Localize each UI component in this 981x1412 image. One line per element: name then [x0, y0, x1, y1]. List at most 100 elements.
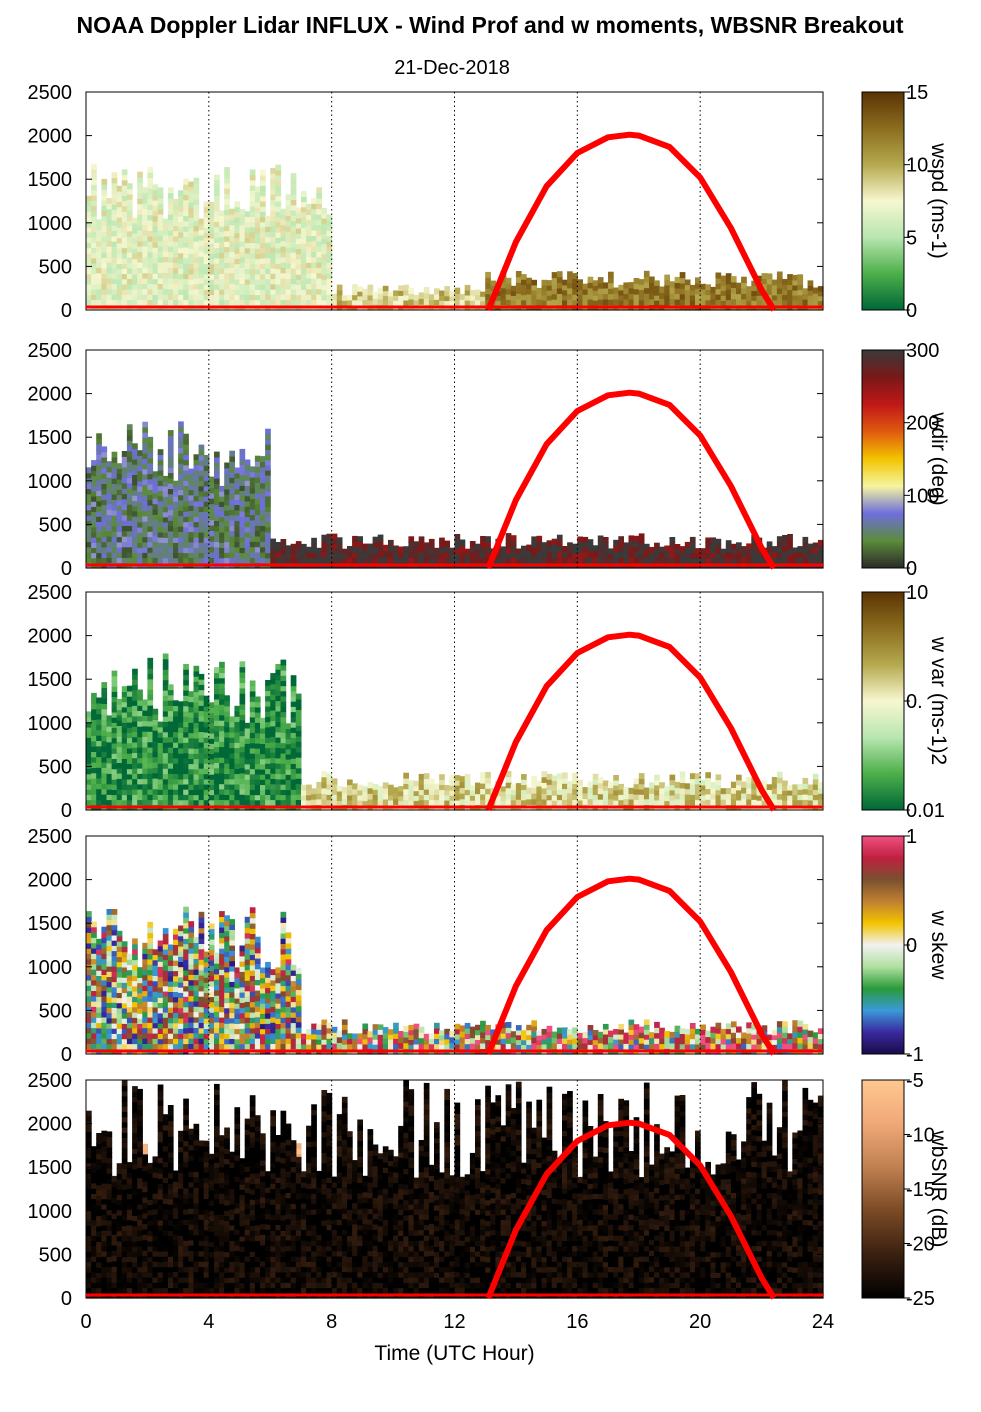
- heatmap-cell: [183, 526, 189, 533]
- heatmap-cell: [167, 694, 174, 701]
- heatmap-cell: [510, 794, 517, 801]
- heatmap-cell: [126, 288, 133, 295]
- heatmap-cell: [515, 788, 522, 795]
- heatmap-cell: [111, 919, 118, 926]
- heatmap-cell: [116, 941, 123, 947]
- heatmap-cell: [295, 551, 302, 558]
- heatmap-cell: [720, 799, 727, 806]
- heatmap-cell: [254, 712, 261, 718]
- heatmap-cell: [434, 789, 440, 795]
- heatmap-cell: [86, 488, 92, 495]
- heatmap-cell: [572, 299, 578, 306]
- heatmap-cell: [111, 188, 118, 194]
- heatmap-cell: [126, 456, 133, 463]
- heatmap-cell: [398, 546, 404, 553]
- heatmap-cell: [106, 731, 113, 738]
- heatmap-cell: [608, 553, 614, 559]
- heatmap-cell: [188, 799, 195, 806]
- heatmap-cell: [91, 485, 97, 492]
- heatmap-cell: [331, 794, 338, 801]
- heatmap-cell: [249, 768, 256, 775]
- heatmap-cell: [121, 252, 128, 259]
- heatmap-cell: [116, 552, 123, 559]
- heatmap-cell: [244, 268, 251, 275]
- heatmap-cell: [203, 747, 210, 754]
- heatmap-cell: [178, 799, 184, 806]
- heatmap-cell: [142, 778, 148, 785]
- heatmap-cell: [152, 492, 159, 499]
- heatmap-cell: [249, 541, 256, 548]
- y-tick-label: 1500: [28, 427, 73, 449]
- heatmap-cell: [290, 178, 297, 185]
- heatmap-cell: [541, 552, 548, 559]
- heatmap-cell: [234, 201, 241, 208]
- heatmap-cell: [126, 753, 133, 759]
- heatmap-cell: [126, 685, 133, 692]
- heatmap-cell: [326, 288, 333, 295]
- heatmap-cell: [91, 990, 97, 997]
- colorbar: [861, 591, 905, 811]
- heatmap-cell: [689, 295, 696, 301]
- heatmap-cell: [91, 552, 97, 559]
- heatmap-cell: [86, 752, 92, 759]
- heatmap-cell: [234, 784, 241, 790]
- heatmap-cell: [602, 298, 609, 305]
- heatmap-cell: [132, 991, 138, 997]
- heatmap-cell: [121, 977, 128, 983]
- heatmap-cell: [556, 293, 563, 300]
- heatmap-cell: [173, 537, 179, 543]
- heatmap-cell: [91, 778, 97, 784]
- heatmap-cell: [280, 690, 287, 697]
- heatmap-cell: [178, 278, 184, 285]
- heatmap-cell: [142, 715, 148, 722]
- heatmap-cell: [208, 530, 215, 537]
- heatmap-cell: [306, 256, 312, 263]
- heatmap-cell: [86, 499, 92, 505]
- heatmap-cell: [638, 299, 645, 306]
- heatmap-cell: [234, 248, 241, 254]
- heatmap-cell: [526, 556, 532, 563]
- heatmap-cell: [418, 773, 425, 780]
- heatmap-cell: [147, 505, 154, 511]
- heatmap-cell: [413, 557, 420, 564]
- heatmap-cell: [295, 289, 302, 296]
- heatmap-cell: [224, 541, 230, 548]
- heatmap-cell: [142, 720, 148, 727]
- heatmap-cell: [203, 273, 210, 280]
- heatmap-cell: [336, 557, 343, 564]
- heatmap-cell: [178, 520, 184, 527]
- heatmap-cell: [234, 721, 241, 728]
- heatmap-cell: [275, 695, 282, 702]
- heatmap-cell: [183, 475, 189, 481]
- heatmap-cell: [377, 790, 384, 797]
- heatmap-cell: [746, 543, 752, 549]
- heatmap-cell: [556, 540, 563, 547]
- heatmap-cell: [649, 282, 655, 289]
- heatmap-cell: [152, 184, 159, 191]
- heatmap-cell: [715, 543, 722, 550]
- heatmap-cell: [111, 686, 118, 692]
- colorbar-tick-label: 0: [906, 300, 917, 322]
- heatmap-cell: [86, 195, 92, 202]
- heatmap-cell: [812, 773, 819, 780]
- heatmap-cell: [234, 289, 241, 296]
- heatmap-cell: [249, 789, 256, 796]
- heatmap-cell: [254, 737, 261, 744]
- heatmap-cell: [219, 526, 225, 533]
- heatmap-cell: [582, 792, 589, 800]
- heatmap-cell: [439, 779, 445, 785]
- heatmap-cell: [290, 241, 297, 248]
- heatmap-cell: [265, 778, 271, 785]
- heatmap-cell: [244, 789, 251, 796]
- heatmap-cell: [295, 294, 302, 301]
- heatmap-cell: [254, 299, 261, 306]
- heatmap-cell: [705, 557, 711, 564]
- heatmap-cell: [254, 217, 261, 224]
- heatmap-cell: [239, 709, 246, 715]
- heatmap-cell: [254, 763, 261, 770]
- heatmap-cell: [485, 552, 491, 558]
- heatmap-cell: [121, 284, 128, 290]
- heatmap-cell: [101, 483, 108, 490]
- heatmap-cell: [244, 758, 251, 765]
- heatmap-cell: [101, 778, 108, 784]
